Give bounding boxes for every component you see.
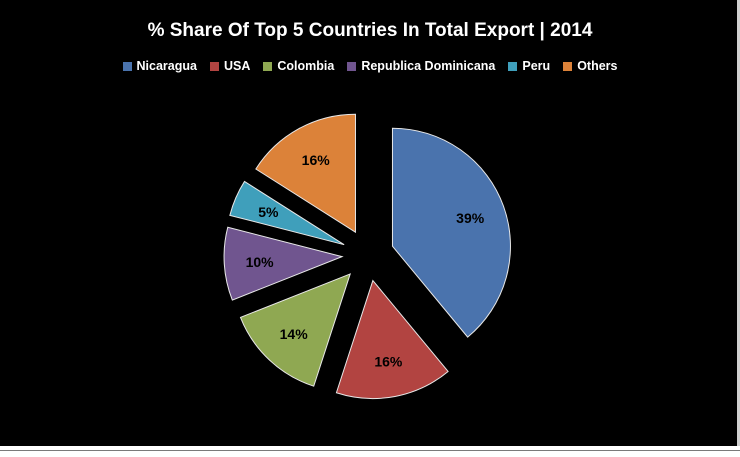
legend-label: Nicaragua <box>136 59 197 73</box>
pie-slice-nicaragua <box>391 127 511 338</box>
data-label-usa: 16% <box>374 354 403 370</box>
legend-label: Republica Dominicana <box>361 59 496 73</box>
legend-swatch <box>263 61 273 71</box>
data-label-peru: 5% <box>258 204 279 220</box>
legend-swatch <box>209 61 219 71</box>
legend-swatch <box>563 61 573 71</box>
pie-slice-others <box>255 113 356 234</box>
legend-item-others: Others <box>563 59 617 73</box>
data-label-colombia: 14% <box>280 326 309 342</box>
pie-chart: 39% 16% 14% 10% 5% 16% <box>223 113 511 399</box>
data-label-others: 16% <box>302 152 331 168</box>
legend-swatch <box>347 61 357 71</box>
pie-slice-colombia <box>239 273 352 387</box>
legend-label: Peru <box>522 59 551 73</box>
chart-title: % Share Of Top 5 Countries In Total Expo… <box>147 20 593 41</box>
pie-labels: 39% 16% 14% 10% 5% 16% <box>246 152 485 370</box>
data-label-republica-dominicana: 10% <box>246 254 275 270</box>
legend-label: USA <box>223 59 251 73</box>
pie-slice-usa <box>335 279 449 399</box>
frame-shadow <box>737 0 740 446</box>
legend-label: Others <box>577 59 618 73</box>
legend-swatch <box>508 61 518 71</box>
legend-item-colombia: Colombia <box>263 59 334 73</box>
legend-label: Colombia <box>277 59 335 73</box>
pie-slice-republica-dominicana <box>223 226 344 301</box>
data-label-nicaragua: 39% <box>456 210 485 226</box>
legend-item-peru: Peru <box>508 59 550 73</box>
legend-item-republica-dominicana: Republica Dominicana <box>347 59 495 73</box>
bottom-divider <box>0 450 740 451</box>
chart-legend: Nicaragua USA Colombia Republica Dominic… <box>0 59 740 73</box>
pie-slice-peru <box>229 180 345 246</box>
legend-item-nicaragua: Nicaragua <box>122 59 197 73</box>
pie-slices <box>223 113 511 399</box>
legend-swatch <box>122 61 132 71</box>
legend-item-usa: USA <box>209 59 251 73</box>
